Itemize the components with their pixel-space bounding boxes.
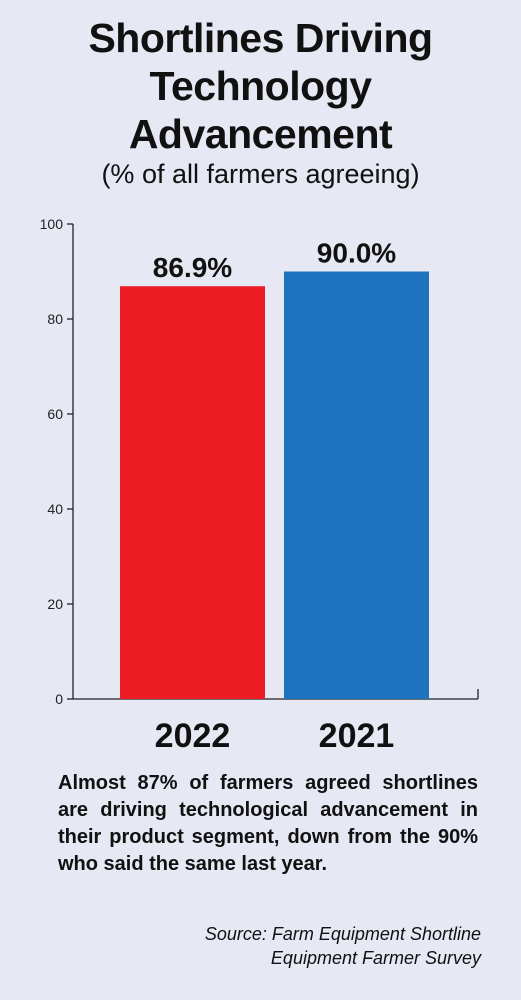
category-label-2021: 2021 <box>319 717 395 755</box>
bar-2021 <box>284 271 429 699</box>
y-tick-label-5: 100 <box>40 216 64 232</box>
chart-subtitle: (% of all farmers agreeing) <box>101 159 420 189</box>
y-tick-label-2: 40 <box>47 501 63 517</box>
title-line-2: Technology <box>149 63 372 109</box>
value-label-2022: 86.9% <box>153 252 232 283</box>
category-label-2022: 2022 <box>155 717 231 755</box>
chart-title: Shortlines Driving Technology Advancemen… <box>0 14 521 158</box>
value-label-2021: 90.0% <box>317 238 396 269</box>
chart-caption: Almost 87% of farmers agreed shortlines … <box>58 772 478 875</box>
source-line-2: Equipment Farmer Survey <box>270 948 481 968</box>
source-line-1: Source: Farm Equipment Shortline <box>204 924 481 944</box>
bar-2022 <box>120 286 265 699</box>
bar-chart: 0 20 40 60 80 100 86.9% 2022 90.0% 2021 <box>40 216 479 755</box>
title-line-1: Shortlines Driving <box>88 15 433 61</box>
y-tick-label-3: 60 <box>47 406 63 422</box>
title-line-3: Advancement <box>128 111 393 157</box>
y-tick-label-0: 0 <box>55 691 63 707</box>
y-tick-label-1: 20 <box>47 596 63 612</box>
y-tick-label-4: 80 <box>47 311 63 327</box>
source-note: Source: Farm Equipment Shortline Equipme… <box>205 922 481 970</box>
